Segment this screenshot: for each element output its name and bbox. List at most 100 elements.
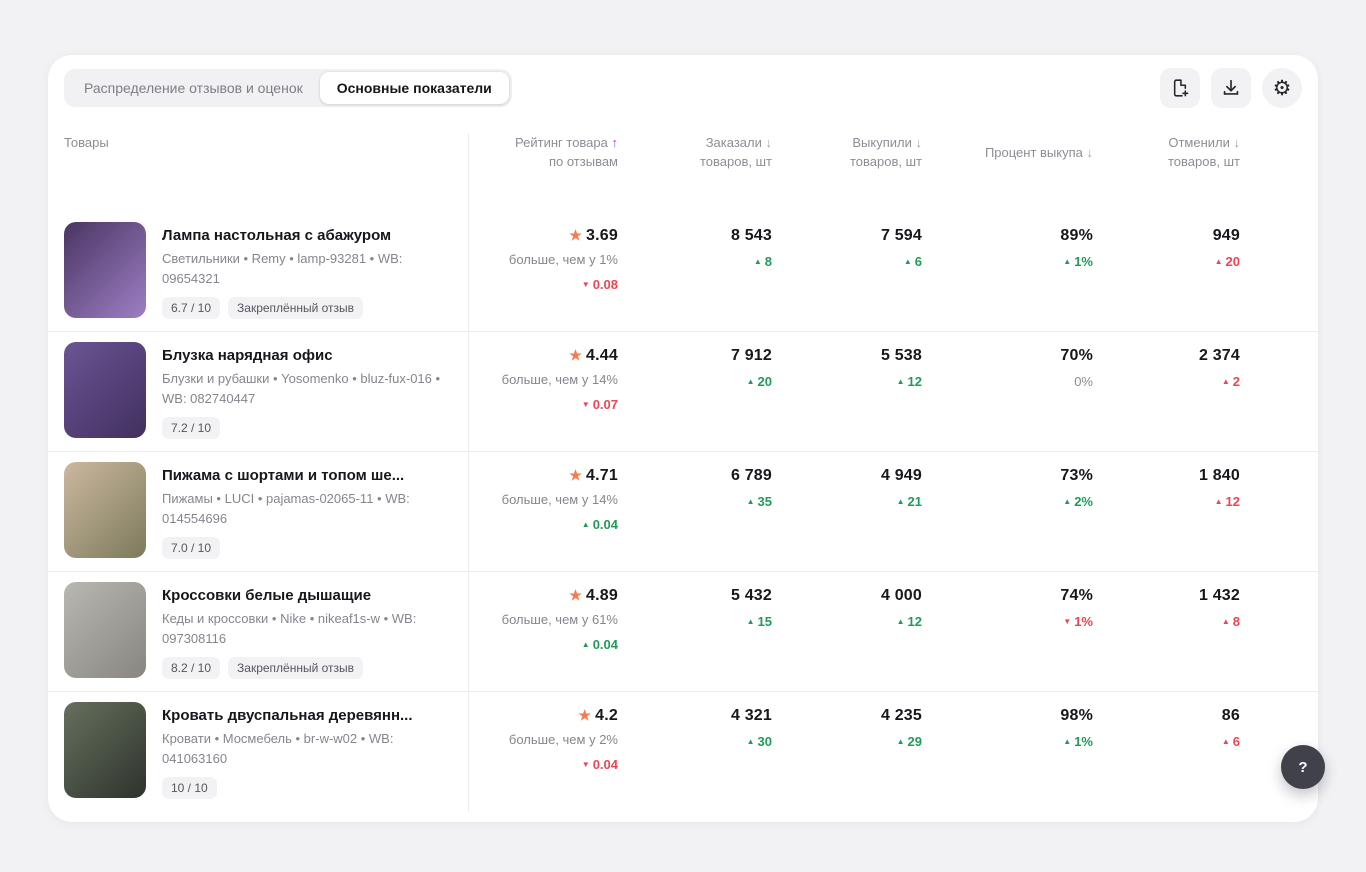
bought-delta: ▲ 12	[772, 374, 922, 389]
table-row[interactable]: Пижама с шортами и топом ше... Пижамы • …	[48, 452, 1318, 572]
cancelled-value: 86	[1221, 707, 1240, 724]
ordered-delta: ▲ 20	[618, 374, 772, 389]
cancelled-value: 1 432	[1198, 587, 1240, 604]
sort-down-icon: ↓	[1086, 144, 1094, 160]
badge-list: 7.0 / 10	[162, 537, 452, 559]
delta-triangle-icon: ▲	[746, 377, 755, 386]
column-divider	[468, 133, 469, 812]
product-cell: Блузка нарядная офис Блузки и рубашки • …	[48, 332, 468, 451]
buyout-value: 70%	[1060, 347, 1093, 364]
badge: 6.7 / 10	[162, 297, 221, 319]
column-header-buyout-percent[interactable]: Процент выкупа ↓	[922, 133, 1093, 171]
delta-value: 2	[1232, 374, 1240, 389]
sort-down-icon: ↓	[915, 135, 923, 150]
column-header-label: Отменили	[1168, 135, 1230, 150]
help-button[interactable]: ?	[1281, 745, 1325, 789]
delta-value: 20	[757, 374, 772, 389]
bought-cell: 4 000 ▲ 12	[772, 572, 922, 691]
delta-triangle-icon: ▲	[896, 737, 905, 746]
rating-value-line: ★ 4.89	[468, 587, 618, 605]
rating-value: 4.89	[586, 587, 618, 604]
badge-list: 10 / 10	[162, 777, 452, 799]
table-row[interactable]: Кроссовки белые дышащие Кеды и кроссовки…	[48, 572, 1318, 692]
rating-delta: ▲ 0.04	[468, 637, 618, 652]
ordered-cell: 5 432 ▲ 15	[618, 572, 772, 691]
rating-compare: больше, чем у 14%	[501, 372, 618, 387]
ordered-cell: 7 912 ▲ 20	[618, 332, 772, 451]
download-button[interactable]	[1211, 68, 1251, 108]
buyout-value: 89%	[1060, 227, 1093, 244]
product-info: Лампа настольная с абажуром Светильники …	[162, 222, 452, 331]
delta-value: 2%	[1074, 494, 1093, 509]
column-header-sublabel: товаров, шт	[699, 154, 772, 169]
table-row[interactable]: Лампа настольная с абажуром Светильники …	[48, 212, 1318, 332]
delta-value: 0.04	[592, 757, 618, 772]
gear-icon: ⚙	[1272, 76, 1292, 100]
bought-cell: 7 594 ▲ 6	[772, 212, 922, 331]
cancelled-value: 949	[1212, 227, 1240, 244]
tab-reviews-distribution[interactable]: Распределение отзывов и оценок	[67, 72, 320, 104]
table-row[interactable]: Блузка нарядная офис Блузки и рубашки • …	[48, 332, 1318, 452]
product-info: Блузка нарядная офис Блузки и рубашки • …	[162, 342, 452, 451]
rating-value-line: ★ 4.71	[468, 467, 618, 485]
sort-up-icon: ↑	[611, 135, 619, 150]
rating-cell: ★ 4.89 больше, чем у 61% ▲ 0.04	[468, 572, 618, 691]
bought-delta: ▲ 29	[772, 734, 922, 749]
delta-value: 1%	[1074, 254, 1093, 269]
column-header-ordered[interactable]: Заказали ↓ товаров, шт	[618, 133, 772, 171]
cancelled-delta: ▲ 8	[1093, 614, 1240, 629]
buyout-delta: ▲ 2%	[922, 494, 1093, 509]
toolbar: ⚙	[1160, 68, 1302, 108]
product-title: Кроссовки белые дышащие	[162, 587, 372, 604]
bought-value: 5 538	[880, 347, 922, 364]
column-header-label: Процент выкупа	[984, 144, 1083, 160]
column-header-rating[interactable]: Рейтинг товара ↑ по отзывам	[468, 133, 618, 171]
delta-triangle-icon: ▲	[1214, 257, 1223, 266]
ordered-cell: 4 321 ▲ 30	[618, 692, 772, 812]
column-header-label: Выкупили	[852, 135, 912, 150]
bought-cell: 5 538 ▲ 12	[772, 332, 922, 451]
star-icon: ★	[569, 347, 583, 363]
export-report-button[interactable]	[1160, 68, 1200, 108]
column-header-bought[interactable]: Выкупили ↓ товаров, шт	[772, 133, 922, 171]
badge-list: 7.2 / 10	[162, 417, 452, 439]
cancelled-cell: 949 ▲ 20	[1093, 212, 1240, 331]
rating-cell: ★ 4.44 больше, чем у 14% ▼ 0.07	[468, 332, 618, 451]
bought-delta: ▲ 6	[772, 254, 922, 269]
delta-triangle-icon: ▲	[1063, 257, 1072, 266]
product-subtitle: Кеды и кроссовки • Nike • nikeaf1s-w • W…	[162, 611, 417, 646]
delta-value: 12	[1225, 494, 1240, 509]
cancelled-cell: 2 374 ▲ 2	[1093, 332, 1240, 451]
bought-cell: 4 949 ▲ 21	[772, 452, 922, 571]
bought-value: 4 000	[880, 587, 922, 604]
delta-value: 30	[757, 734, 772, 749]
buyout-cell: 73% ▲ 2%	[922, 452, 1093, 571]
cancelled-delta: ▲ 6	[1093, 734, 1240, 749]
delta-value: 35	[757, 494, 772, 509]
table-row[interactable]: Кровать двуспальная деревянн... Кровати …	[48, 692, 1318, 812]
product-cell: Кроссовки белые дышащие Кеды и кроссовки…	[48, 572, 468, 691]
delta-value: 8	[1232, 614, 1240, 629]
buyout-value: 73%	[1060, 467, 1093, 484]
ordered-value: 8 543	[730, 227, 772, 244]
column-header-cancelled[interactable]: Отменили ↓ товаров, шт	[1093, 133, 1240, 171]
product-info: Кроссовки белые дышащие Кеды и кроссовки…	[162, 582, 452, 691]
ordered-cell: 6 789 ▲ 35	[618, 452, 772, 571]
delta-value: 12	[907, 374, 922, 389]
tab-main-metrics[interactable]: Основные показатели	[319, 72, 509, 104]
rating-compare: больше, чем у 2%	[508, 732, 618, 747]
settings-button[interactable]: ⚙	[1262, 68, 1302, 108]
product-info: Кровать двуспальная деревянн... Кровати …	[162, 702, 452, 812]
delta-triangle-icon: ▲	[1221, 617, 1230, 626]
tab-group: Распределение отзывов и оценок Основные …	[64, 69, 512, 107]
delta-value: 15	[757, 614, 772, 629]
column-header-sublabel: по отзывам	[548, 154, 618, 169]
badge: Закреплённый отзыв	[228, 657, 364, 679]
bought-value: 7 594	[880, 227, 922, 244]
product-title: Кровать двуспальная деревянн...	[162, 707, 413, 724]
sort-down-icon: ↓	[1233, 135, 1241, 150]
star-icon: ★	[578, 707, 592, 723]
delta-value: 8	[764, 254, 772, 269]
ordered-value: 4 321	[730, 707, 772, 724]
column-header-sublabel: товаров, шт	[1167, 154, 1240, 169]
